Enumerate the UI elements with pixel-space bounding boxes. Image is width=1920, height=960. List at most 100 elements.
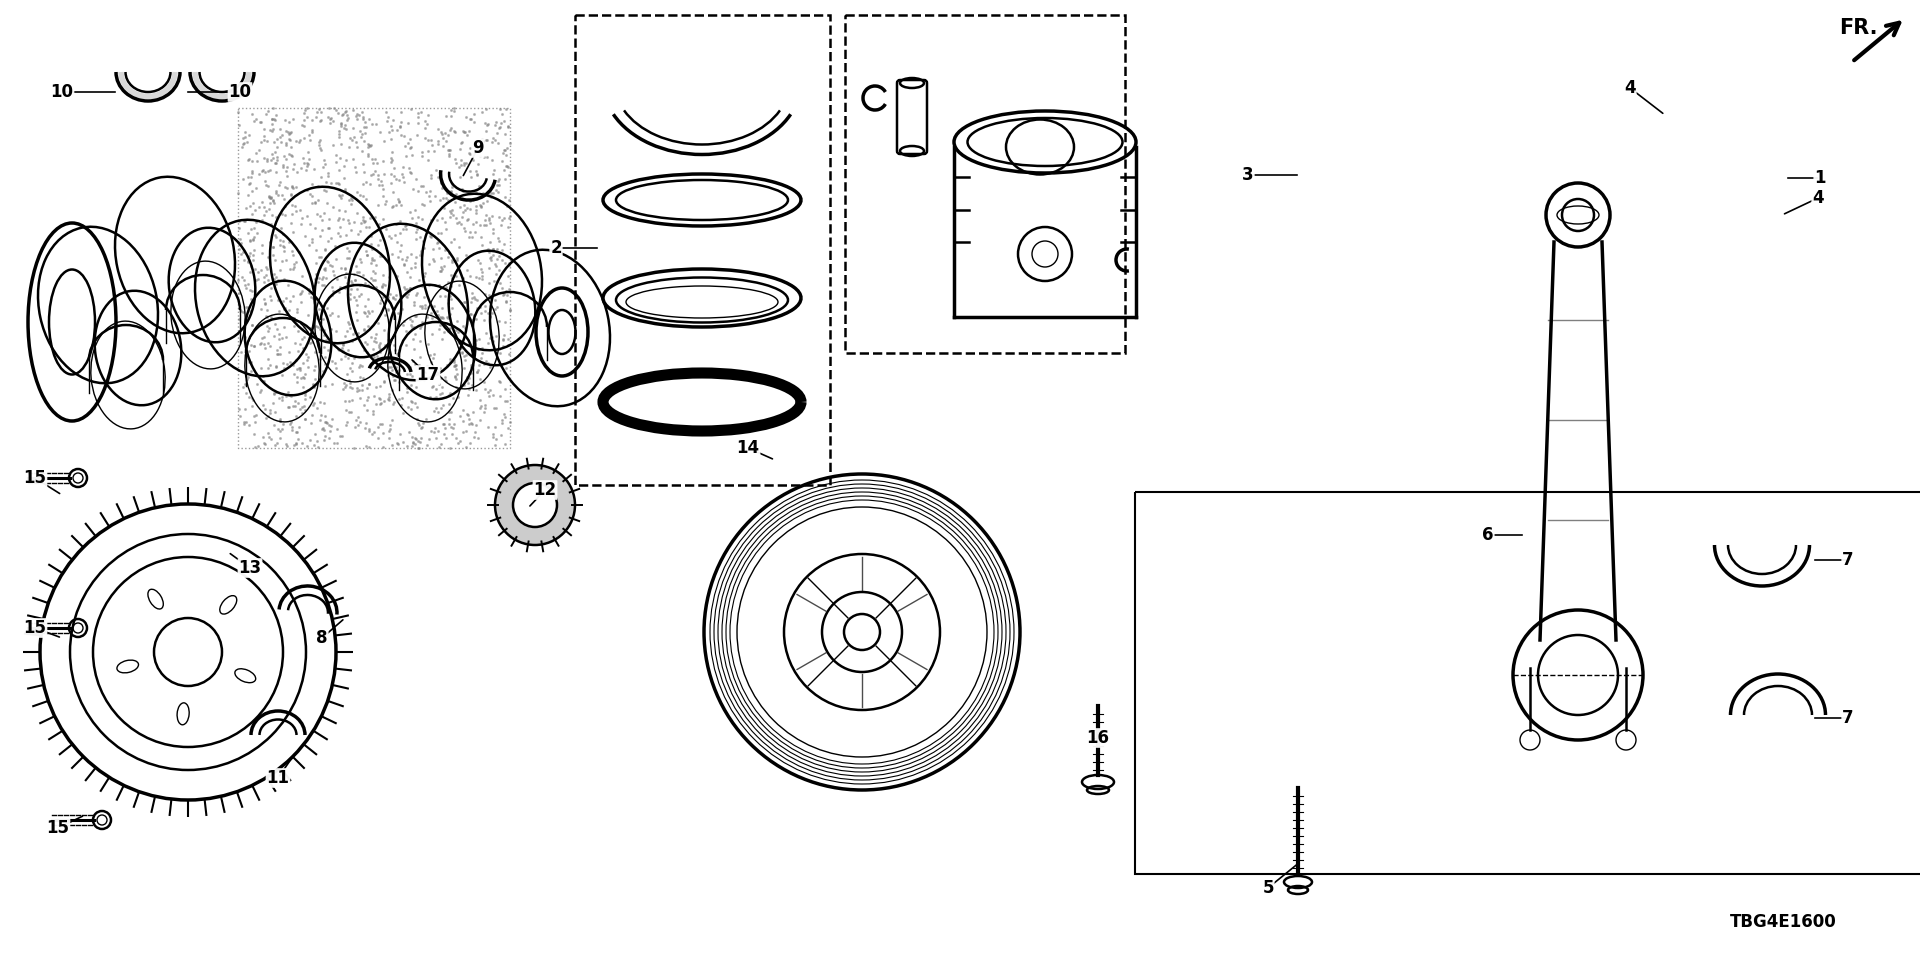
Point xyxy=(280,133,311,149)
Point xyxy=(311,253,342,269)
Point xyxy=(367,278,397,294)
Point xyxy=(474,234,505,250)
Point xyxy=(397,394,428,409)
Point xyxy=(309,323,340,338)
Point xyxy=(474,210,505,226)
Point xyxy=(355,237,386,252)
Point xyxy=(361,396,392,411)
Point xyxy=(390,138,420,154)
Point xyxy=(424,317,455,332)
Point xyxy=(484,233,515,249)
Point xyxy=(432,324,463,339)
Point xyxy=(271,123,301,138)
Point xyxy=(346,254,376,270)
Point xyxy=(470,396,501,412)
Point xyxy=(234,175,265,190)
Point xyxy=(349,220,380,235)
Point xyxy=(493,268,524,283)
Point xyxy=(359,209,390,225)
Point xyxy=(447,182,478,198)
Point xyxy=(303,101,334,116)
Point xyxy=(490,287,520,302)
Point xyxy=(261,156,292,171)
Point xyxy=(238,408,269,423)
Point xyxy=(468,133,499,149)
Point xyxy=(225,242,255,257)
Point xyxy=(411,116,442,132)
Point xyxy=(307,364,338,379)
Point xyxy=(394,160,424,176)
Point xyxy=(476,329,507,345)
Point xyxy=(300,195,330,210)
Point xyxy=(436,103,467,118)
Point xyxy=(388,434,419,449)
Point xyxy=(472,245,503,260)
Point xyxy=(380,171,411,186)
Point xyxy=(238,248,269,263)
Point xyxy=(386,128,417,143)
Point xyxy=(348,359,378,374)
Point xyxy=(336,360,367,375)
Point xyxy=(436,300,467,316)
Point xyxy=(349,323,380,338)
Point xyxy=(467,228,497,244)
Point xyxy=(384,362,415,377)
Point xyxy=(432,357,463,372)
Point xyxy=(432,185,463,201)
Point xyxy=(409,114,440,130)
Point xyxy=(447,134,478,150)
Point xyxy=(330,121,361,136)
Point xyxy=(269,180,300,195)
Point xyxy=(392,439,422,454)
Point xyxy=(353,220,384,235)
Point xyxy=(230,414,261,429)
Point xyxy=(371,354,401,370)
Text: 5: 5 xyxy=(1261,879,1273,897)
Point xyxy=(315,176,346,191)
Point xyxy=(409,372,440,387)
Point xyxy=(371,221,401,236)
Point xyxy=(305,170,336,185)
Point xyxy=(440,101,470,116)
Point xyxy=(363,168,394,183)
Bar xyxy=(574,15,829,485)
Point xyxy=(451,109,482,125)
Point xyxy=(428,416,459,431)
Point xyxy=(363,348,394,364)
Point xyxy=(232,170,263,185)
Point xyxy=(468,312,499,327)
Point xyxy=(372,109,403,125)
Point xyxy=(449,294,480,309)
Point xyxy=(275,399,305,415)
Point xyxy=(396,165,426,180)
Point xyxy=(488,287,518,302)
Point xyxy=(397,331,428,347)
Point xyxy=(392,264,422,279)
Point xyxy=(396,260,426,276)
Point xyxy=(313,233,344,249)
Point xyxy=(276,125,307,140)
Point xyxy=(476,134,507,150)
Point xyxy=(376,122,407,137)
Point xyxy=(340,159,371,175)
Point xyxy=(401,115,432,131)
Point xyxy=(288,371,319,386)
Point xyxy=(442,382,472,397)
Point xyxy=(453,381,484,396)
Point xyxy=(240,111,271,127)
Point xyxy=(465,217,495,232)
Point xyxy=(259,328,290,344)
Point xyxy=(488,406,518,421)
Point xyxy=(257,147,288,162)
Point xyxy=(334,215,365,230)
Point xyxy=(263,421,294,437)
Point xyxy=(236,221,267,236)
Point xyxy=(476,252,507,268)
Point xyxy=(313,342,344,357)
Point xyxy=(298,438,328,453)
Point xyxy=(396,377,426,393)
Text: 12: 12 xyxy=(534,481,557,499)
Point xyxy=(300,195,330,210)
Point xyxy=(390,218,420,233)
Point xyxy=(455,357,486,372)
